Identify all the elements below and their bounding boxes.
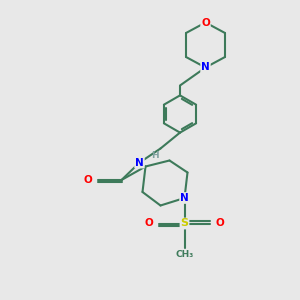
- Text: N: N: [180, 193, 189, 203]
- Text: S: S: [181, 218, 188, 229]
- Text: CH₃: CH₃: [176, 250, 194, 259]
- Text: O: O: [215, 218, 224, 229]
- Text: N: N: [135, 158, 144, 168]
- Text: O: O: [83, 175, 92, 185]
- Text: O: O: [201, 17, 210, 28]
- Text: H: H: [151, 152, 158, 160]
- Text: O: O: [145, 218, 154, 229]
- Text: N: N: [201, 62, 210, 73]
